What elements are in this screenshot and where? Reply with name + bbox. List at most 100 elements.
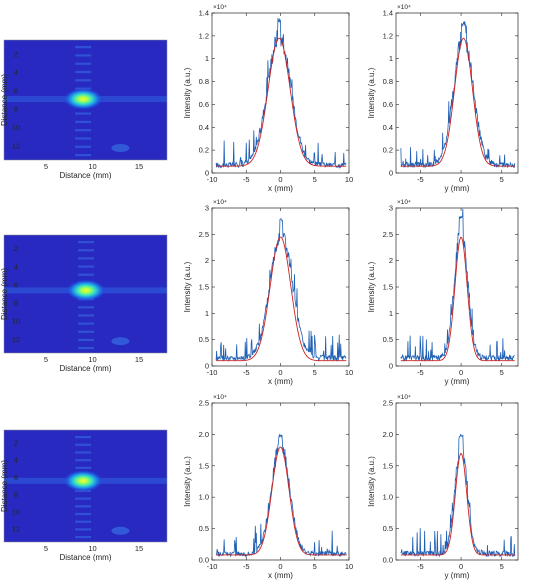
y-exponent-label: ×10⁴ xyxy=(397,199,411,206)
heatmap-fringe xyxy=(75,451,92,454)
y-tick-label: 3 xyxy=(205,204,209,213)
heatmap-fringe xyxy=(77,257,94,260)
heatmap-fringe xyxy=(77,314,94,317)
xprofile-panel-2: -10 -5 0 5 10 0 0.5 1 1.5 2 2.5 3 ×10⁴ x (mm) Intensit… xyxy=(183,199,353,386)
heatmap-y-tick-label: 10 xyxy=(12,123,20,132)
heatmap-fringe xyxy=(77,249,94,252)
xprofile-panel-1: -10 -5 0 5 10 0 0.2 0.4 0.6 0.8 1 1.2 1.4 ×10⁴ x (mm) I… xyxy=(183,4,353,193)
heatmap-fringe xyxy=(75,443,92,446)
heatmap-y-tick-label: 2 xyxy=(14,438,18,447)
y-tick-label: 0.5 xyxy=(199,524,209,533)
y-tick-label: 1.5 xyxy=(383,283,393,292)
plot-frame xyxy=(211,402,350,561)
y-exponent-label: ×10⁴ xyxy=(213,4,227,11)
x-tick-label: 5 xyxy=(313,368,317,377)
fit-profile-line xyxy=(400,236,515,362)
heatmap-fringe xyxy=(77,322,94,325)
heatmap-fringe xyxy=(75,505,92,508)
heatmap-fringe xyxy=(75,536,92,539)
heatmap-fringe xyxy=(75,112,92,115)
heatmap-x-tick-label: 5 xyxy=(44,162,48,171)
heatmap-y-tick-label: 12 xyxy=(12,525,20,534)
heatmap-fringe xyxy=(77,273,94,276)
x-tick-label: 5 xyxy=(500,175,504,184)
plot-frame xyxy=(211,207,350,367)
heatmap-y-label: Distance (mm) xyxy=(0,268,9,320)
y-tick-label: 3 xyxy=(389,204,393,213)
y-axis-label: Intensity (a.u.) xyxy=(367,261,376,312)
x-axis-label: y (mm) xyxy=(445,571,470,580)
y-tick-label: 0 xyxy=(205,362,209,371)
x-axis-label: x (mm) xyxy=(268,377,293,386)
plot-area xyxy=(215,433,347,558)
x-tick-label: 0 xyxy=(278,368,282,377)
heatmap-fringe xyxy=(75,528,92,531)
y-tick-label: 0.0 xyxy=(199,556,209,565)
heatmap-fringe xyxy=(75,520,92,523)
heatmap-fringe xyxy=(75,70,92,74)
y-axis-label: Intensity (a.u.) xyxy=(183,67,192,118)
heatmap-y-tick-label: 4 xyxy=(14,68,18,77)
heatmap-y-label: Distance (mm) xyxy=(0,460,9,512)
y-tick-label: 1.5 xyxy=(199,461,209,470)
plot-frame xyxy=(395,12,519,174)
plot-frame xyxy=(395,207,519,367)
heatmap-x-tick-label: 10 xyxy=(88,162,96,171)
y-exponent-label: ×10⁴ xyxy=(213,199,227,206)
heatmap-fringe xyxy=(75,459,92,462)
heatmap-y-tick-label: 6 xyxy=(14,280,18,289)
x-tick-label: 5 xyxy=(500,562,504,571)
y-tick-label: 1.5 xyxy=(383,461,393,470)
heatmap-y-tick-label: 8 xyxy=(14,105,18,114)
x-tick-label: 5 xyxy=(313,175,317,184)
heatmap-y-tick-label: 2 xyxy=(14,49,18,58)
y-tick-label: 1 xyxy=(389,309,393,318)
y-tick-label: 1.2 xyxy=(199,31,209,40)
heatmap-fringe xyxy=(75,466,92,469)
measured-profile-line xyxy=(215,218,347,362)
y-tick-label: 2.0 xyxy=(199,430,209,439)
heatmap-y-tick-label: 8 xyxy=(14,299,18,308)
heatmap-fringe xyxy=(75,46,92,49)
fit-profile-line xyxy=(216,236,347,362)
fit-profile-line xyxy=(400,452,515,556)
y-tick-label: 0.2 xyxy=(383,146,393,155)
heatmap-y-tick-label: 12 xyxy=(12,142,20,151)
x-tick-label: 0 xyxy=(459,175,463,184)
heatmap-x-label: Distance (mm) xyxy=(59,364,111,373)
heatmap-y-tick-label: 4 xyxy=(14,262,18,271)
heatmap-y-tick-label: 4 xyxy=(14,456,18,465)
y-tick-label: 0 xyxy=(205,169,209,178)
plot-area xyxy=(215,17,347,170)
x-tick-label: -5 xyxy=(243,368,250,377)
heatmap-y-tick-label: 2 xyxy=(14,244,18,253)
heatmap-fringe xyxy=(77,265,94,268)
heatmap-x-tick-label: 5 xyxy=(44,355,48,364)
y-tick-label: 1.4 xyxy=(383,9,393,18)
y-tick-label: 0.5 xyxy=(199,335,209,344)
y-tick-label: 1.2 xyxy=(383,31,393,40)
heatmap-fringe xyxy=(75,512,92,516)
y-tick-label: 2.5 xyxy=(199,230,209,239)
heatmap-y-tick-label: 8 xyxy=(14,490,18,499)
x-tick-label: 5 xyxy=(313,562,317,571)
x-tick-label: -5 xyxy=(417,175,424,184)
x-tick-label: -10 xyxy=(207,368,218,377)
y-tick-label: 0.6 xyxy=(383,100,393,109)
heatmap-x-tick-label: 15 xyxy=(135,544,143,553)
heatmap-frame xyxy=(3,234,168,354)
y-tick-label: 2.0 xyxy=(383,430,393,439)
y-axis-label: Intensity (a.u.) xyxy=(183,456,192,507)
y-exponent-label: ×10⁴ xyxy=(397,394,411,401)
heatmap-y-tick-label: 10 xyxy=(12,507,20,516)
x-tick-label: 10 xyxy=(345,175,353,184)
measured-profile-line xyxy=(400,433,516,558)
y-tick-label: 1.0 xyxy=(383,493,393,502)
x-axis-label: x (mm) xyxy=(268,184,293,193)
heatmap-y-tick-label: 10 xyxy=(12,317,20,326)
x-tick-label: -5 xyxy=(243,175,250,184)
heatmap-blob xyxy=(111,144,130,152)
y-tick-label: 0.0 xyxy=(383,556,393,565)
measured-profile-line xyxy=(215,17,347,170)
